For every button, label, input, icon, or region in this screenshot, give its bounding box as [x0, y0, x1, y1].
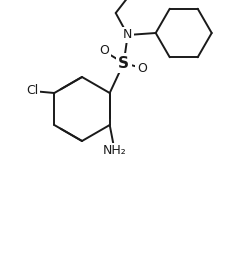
Text: NH₂: NH₂: [103, 144, 127, 158]
Text: O: O: [137, 61, 147, 75]
Text: S: S: [118, 56, 129, 70]
Text: N: N: [123, 29, 132, 41]
Text: O: O: [99, 44, 109, 58]
Text: Cl: Cl: [26, 85, 38, 97]
